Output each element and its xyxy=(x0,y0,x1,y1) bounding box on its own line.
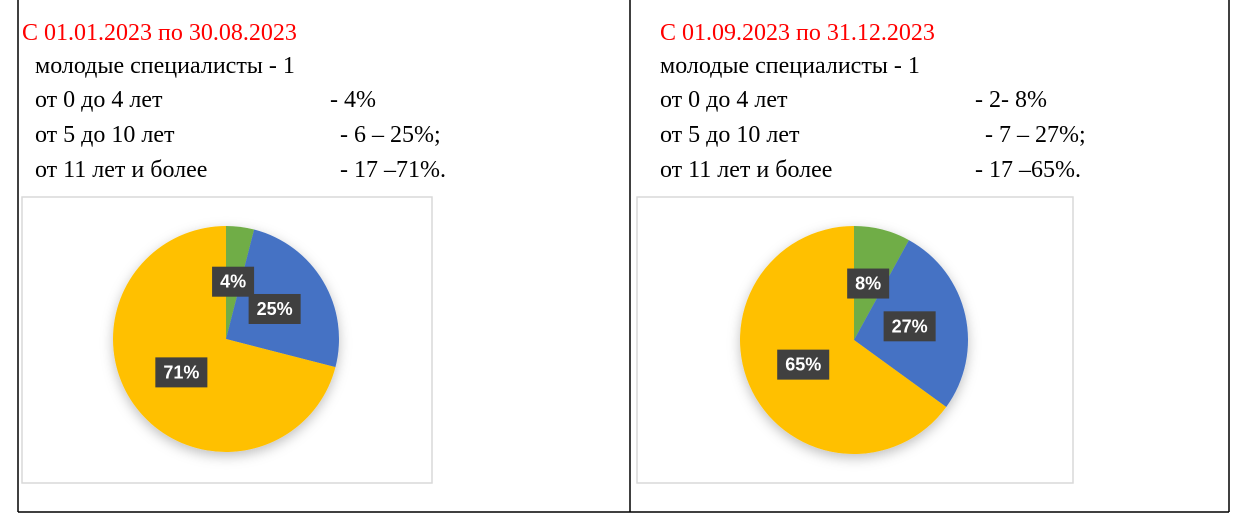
data-label: 4% xyxy=(220,272,246,292)
line-label: от 5 до 10 лет xyxy=(660,122,800,148)
line-value: - 6 – 25%; xyxy=(340,122,441,148)
data-label-bg xyxy=(847,268,890,299)
data-label-bg xyxy=(155,357,208,388)
line-text: молодые специалисты - 1 xyxy=(35,53,295,79)
data-label: 25% xyxy=(257,299,293,319)
line-label: от 11 лет и более xyxy=(660,157,832,183)
data-label: 8% xyxy=(855,274,881,294)
data-label: 27% xyxy=(892,316,928,336)
cell-title: С 01.01.2023 по 30.08.2023 xyxy=(22,20,297,46)
pie xyxy=(112,226,339,452)
data-label: 71% xyxy=(163,362,199,382)
pie-slice xyxy=(112,226,336,452)
line-label: от 5 до 10 лет xyxy=(35,122,175,148)
pie-slice xyxy=(740,226,947,455)
line-value: - 17 –65%. xyxy=(975,157,1081,183)
data-label-bg xyxy=(212,266,255,297)
line-label: от 0 до 4 лет xyxy=(660,87,788,113)
line-value: - 17 –71%. xyxy=(340,157,446,183)
table-borders xyxy=(17,0,1230,513)
data-label-bg xyxy=(248,293,301,324)
line-value: - 7 – 27%; xyxy=(985,122,1086,148)
line-value: - 2- 8% xyxy=(975,87,1047,113)
line-label: от 0 до 4 лет xyxy=(35,87,163,113)
cell-title: С 01.09.2023 по 31.12.2023 xyxy=(660,20,935,46)
data-label-bg xyxy=(883,311,936,342)
line-text: молодые специалисты - 1 xyxy=(660,53,920,79)
data-label: 65% xyxy=(785,355,821,375)
line-value: - 4% xyxy=(330,87,376,113)
data-label-bg xyxy=(777,349,830,380)
line-label: от 11 лет и более xyxy=(35,157,207,183)
